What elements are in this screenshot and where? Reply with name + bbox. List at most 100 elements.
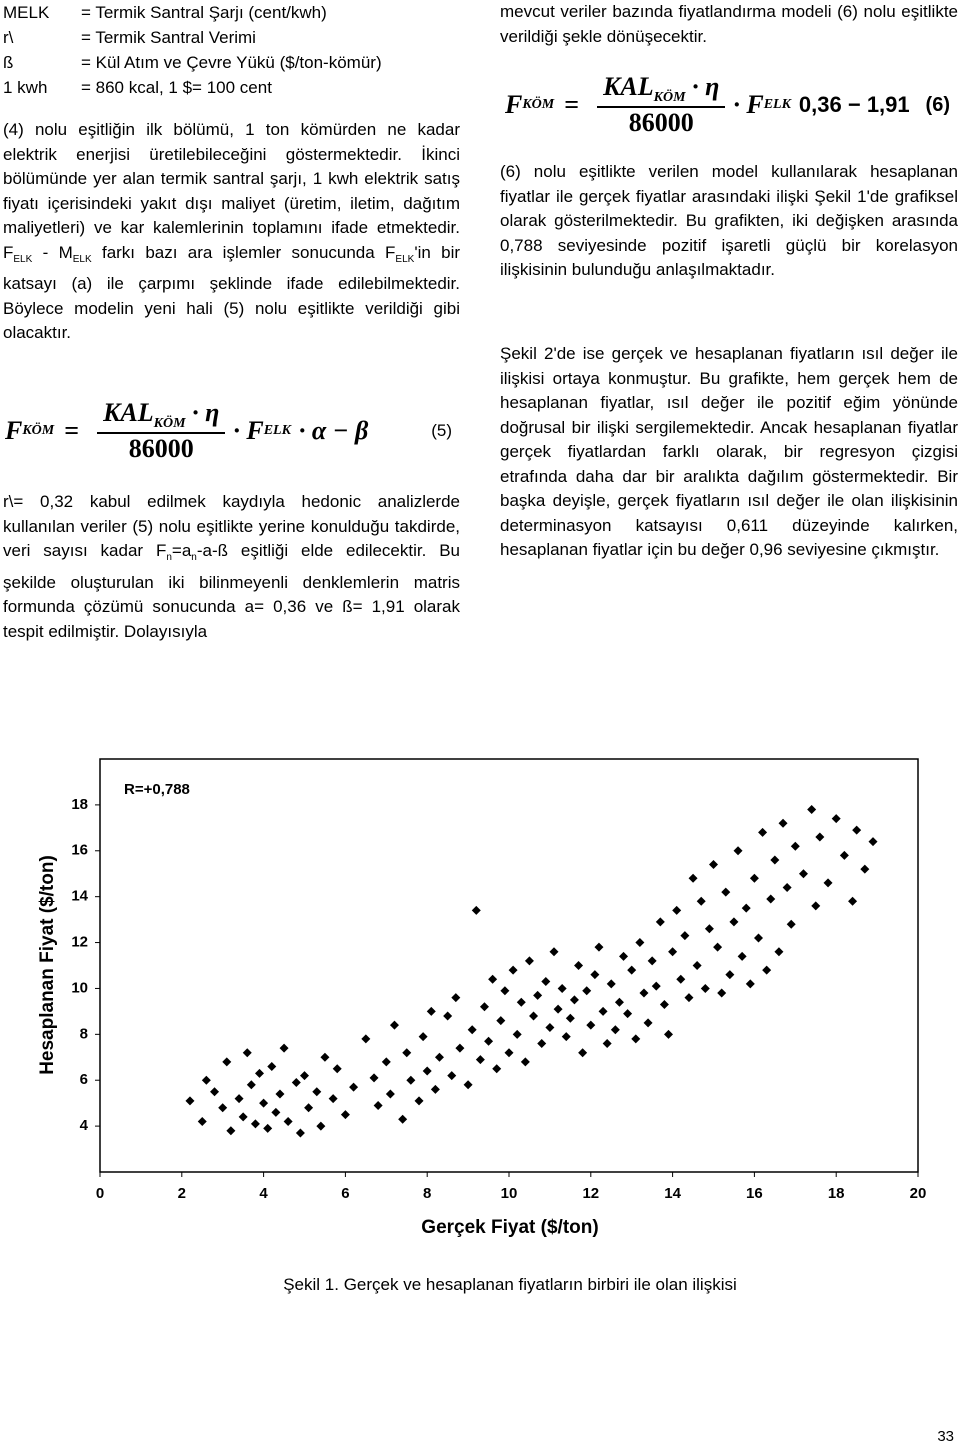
point (332, 1064, 342, 1074)
formula-text: = (564, 90, 580, 119)
point (210, 1087, 220, 1097)
point (586, 1020, 596, 1030)
point (549, 947, 559, 957)
point (471, 905, 481, 915)
point (524, 956, 534, 966)
point (484, 1036, 494, 1046)
y-tick-label: 14 (71, 888, 88, 905)
formula-text: F (505, 90, 523, 119)
formula-text: 86000 (128, 434, 194, 463)
point (304, 1103, 314, 1113)
y-axis-title: Hesaplanan Fiyat ($/ton) (37, 855, 58, 1075)
point (255, 1068, 265, 1078)
definition-text: = 860 kcal, 1 $= 100 cent (81, 78, 272, 97)
x-tick-label: 2 (178, 1185, 186, 1202)
point (619, 951, 629, 961)
point (226, 1126, 236, 1136)
point (741, 903, 751, 913)
x-tick-label: 14 (664, 1185, 681, 1202)
point (467, 1025, 477, 1035)
point (578, 1048, 588, 1058)
text: farkı bazı ara işlemler sonucunda F (91, 242, 396, 262)
point (402, 1048, 412, 1058)
point (263, 1123, 273, 1133)
point (283, 1117, 293, 1127)
point (279, 1043, 289, 1053)
formula-number: (6) (925, 93, 950, 116)
point (406, 1075, 416, 1085)
point (778, 818, 788, 828)
x-tick-label: 4 (259, 1185, 268, 1202)
point (320, 1052, 330, 1062)
formula-text: KAL (603, 72, 654, 101)
point (361, 1034, 371, 1044)
point (369, 1073, 379, 1083)
point (316, 1121, 326, 1131)
formula: F KÖM = KALKÖM · η 86000 · F ELK · α − β (5… (5, 398, 460, 464)
point (676, 974, 686, 984)
point (246, 1080, 256, 1090)
point (234, 1094, 244, 1104)
point (733, 846, 743, 856)
point (398, 1114, 408, 1124)
point (700, 983, 710, 993)
subscript: n (191, 552, 197, 563)
x-tick-label: 12 (582, 1185, 599, 1202)
point (704, 924, 714, 934)
x-tick-label: 18 (828, 1185, 845, 1202)
formula-text: · F (233, 416, 264, 445)
chart: 4 6 8 10 12 14 16 18 0 2 4 6 8 10 12 14 16 18 20 Gerçek Fiy… (37, 758, 927, 1238)
point (745, 979, 755, 989)
point (197, 1117, 207, 1127)
point (623, 1009, 633, 1019)
point (565, 1013, 575, 1023)
point (271, 1107, 281, 1117)
point (426, 1006, 436, 1016)
point (643, 1018, 653, 1028)
point (749, 873, 759, 883)
point (242, 1048, 252, 1058)
point (443, 1011, 453, 1021)
point (688, 873, 698, 883)
point (414, 1096, 424, 1106)
point (533, 990, 543, 1000)
point (561, 1032, 571, 1042)
point (381, 1057, 391, 1067)
point (222, 1057, 232, 1067)
point (434, 1052, 444, 1062)
text: 'in bir katsayı (a) ile çarpımı şeklinde… (3, 242, 461, 343)
x-tick-label: 20 (910, 1185, 927, 1202)
point (672, 905, 682, 915)
point (815, 832, 825, 842)
paragraph: Şekil 2'de ise gerçek ve hesaplanan fiya… (500, 342, 958, 563)
point (602, 1039, 612, 1049)
point (275, 1089, 285, 1099)
point (631, 1034, 641, 1044)
point (823, 878, 833, 888)
x-tick-label: 0 (96, 1185, 104, 1202)
point (598, 1006, 608, 1016)
definition: ß = Kül Atım ve Çevre Yükü ($/ton-kömür) (3, 50, 382, 75)
text: mevcut veriler bazında fiyatlandırma mod… (500, 2, 958, 46)
point (606, 979, 616, 989)
point (389, 1020, 399, 1030)
point (385, 1089, 395, 1099)
point (512, 1029, 522, 1039)
point (713, 942, 723, 952)
point (782, 882, 792, 892)
term: ß (3, 53, 14, 72)
point (655, 917, 665, 927)
fraction: KALKÖM · η 86000 (97, 398, 226, 464)
point (684, 993, 694, 1003)
point (537, 1039, 547, 1049)
page-number: 33 (937, 1428, 954, 1445)
point (312, 1087, 322, 1097)
formula-text: KÖM (22, 423, 55, 438)
point (852, 825, 862, 835)
paragraph: r\= 0,32 kabul edilmek kaydıyla hedonic … (3, 490, 460, 644)
point (737, 951, 747, 961)
point (668, 947, 678, 957)
caption: Şekil 1. Gerçek ve hesaplanan fiyatların… (283, 1275, 737, 1294)
formula-text: KAL (103, 398, 154, 427)
